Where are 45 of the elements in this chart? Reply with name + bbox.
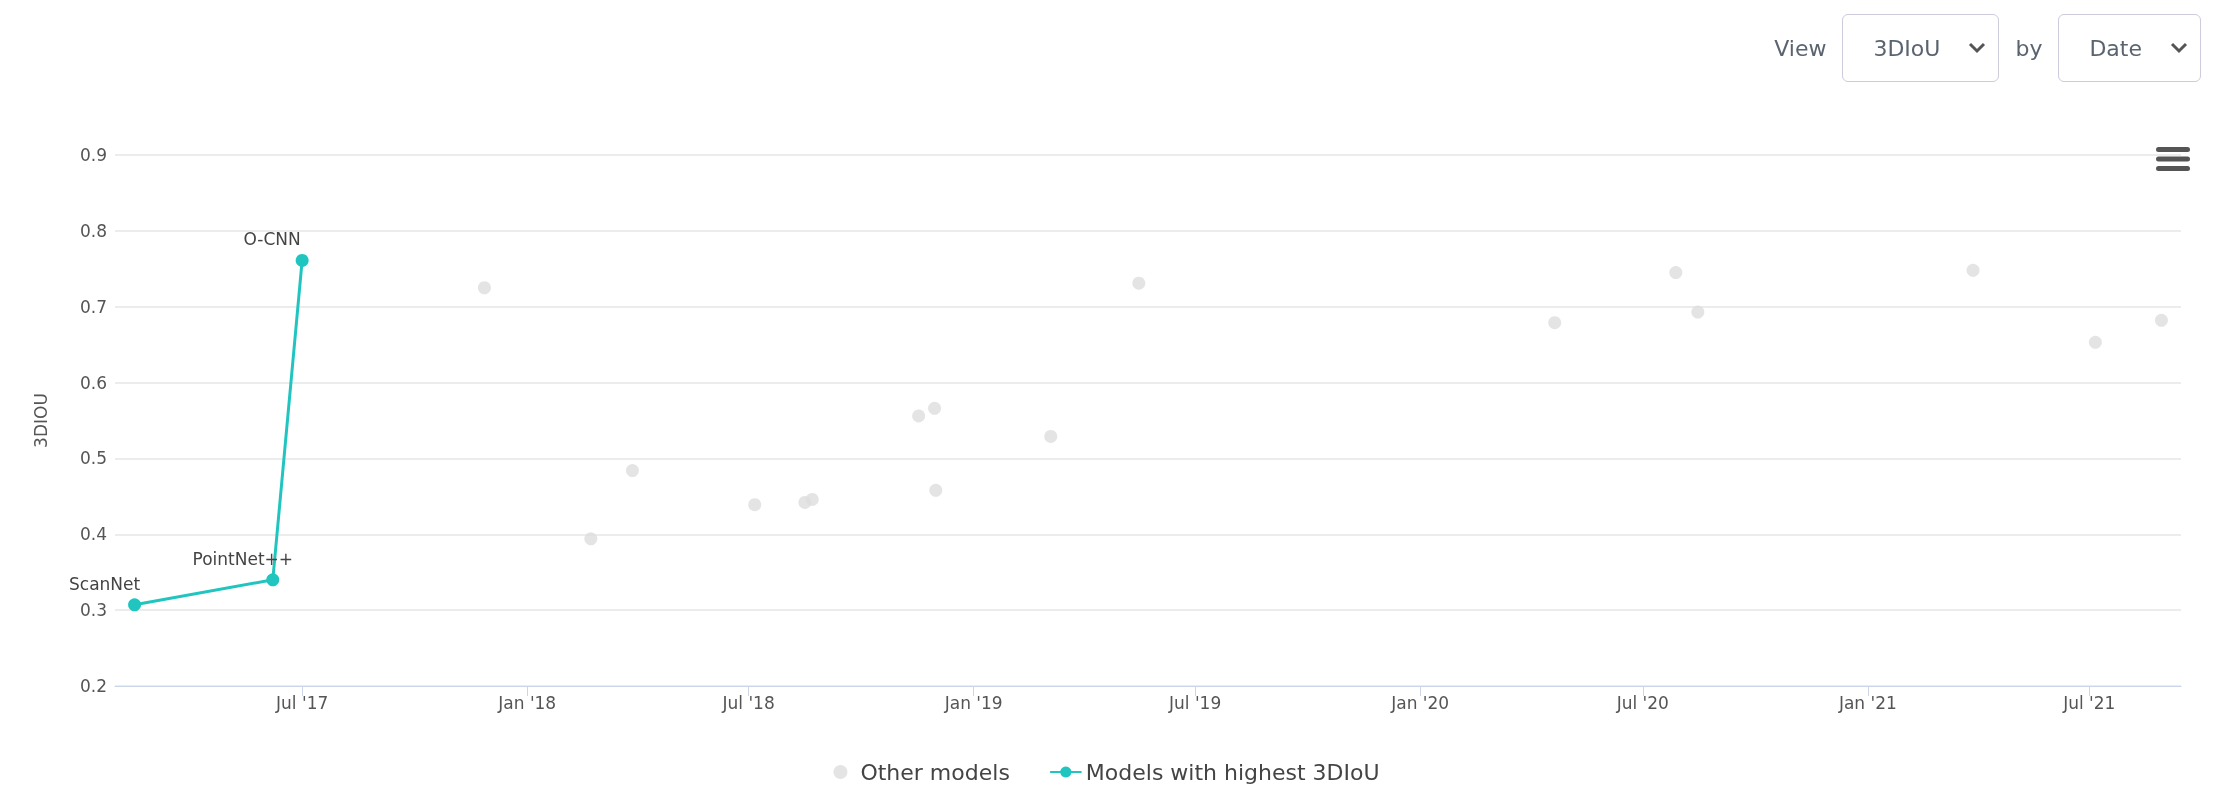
dropdown-field: Date xyxy=(2058,14,2201,82)
x-tick-label: Jul '19 xyxy=(1167,692,1222,713)
point xyxy=(1691,305,1705,319)
y-axis-title: 3DIOU xyxy=(30,393,51,448)
annotation: ScanNet xyxy=(68,573,141,594)
point xyxy=(2088,335,2102,349)
point xyxy=(929,483,943,497)
point xyxy=(912,409,926,423)
x-tick-label: Jul '21 xyxy=(2062,692,2116,713)
y-tick-label: 0.2 xyxy=(79,676,107,696)
text: by xyxy=(2015,35,2043,61)
x-tick-label: Jul '17 xyxy=(275,692,329,713)
point xyxy=(1669,266,1683,280)
point xyxy=(625,464,639,478)
point xyxy=(928,401,942,415)
point xyxy=(295,253,309,267)
text: View xyxy=(1774,35,1827,61)
annotation: O-CNN xyxy=(243,229,301,250)
y-tick-label: 0.9 xyxy=(79,145,107,165)
x-tick-label: Jul '20 xyxy=(1615,692,1669,713)
point xyxy=(128,598,142,612)
point xyxy=(266,573,280,587)
point xyxy=(1044,429,1058,443)
point xyxy=(1132,276,1146,290)
point xyxy=(1966,263,1980,277)
x-tick-label: Jul '18 xyxy=(721,692,775,713)
y-tick-label: 0.8 xyxy=(79,220,107,241)
point xyxy=(477,281,491,295)
point xyxy=(2154,313,2168,327)
x-tick-label: Jan '18 xyxy=(497,692,557,713)
x-tick-label: Jan '20 xyxy=(1390,692,1450,713)
y-tick-label: 0.4 xyxy=(79,524,107,545)
y-tick-label: 0.5 xyxy=(79,448,107,469)
x-tick-label: Jan '19 xyxy=(943,692,1003,713)
legend-label: Other models xyxy=(860,759,1010,785)
y-tick-label: 0.3 xyxy=(79,600,107,621)
legend-label: Models with highest 3DIoU xyxy=(1085,759,1380,785)
point xyxy=(805,492,819,506)
y-tick-label: 0.7 xyxy=(79,296,107,317)
point xyxy=(748,498,762,512)
x-tick-label: Jan '21 xyxy=(1837,692,1897,713)
y-tick-label: 0.6 xyxy=(79,372,107,393)
point xyxy=(584,532,598,546)
dropdown-field: 3DIoU xyxy=(1842,14,2000,82)
point xyxy=(1548,316,1562,330)
